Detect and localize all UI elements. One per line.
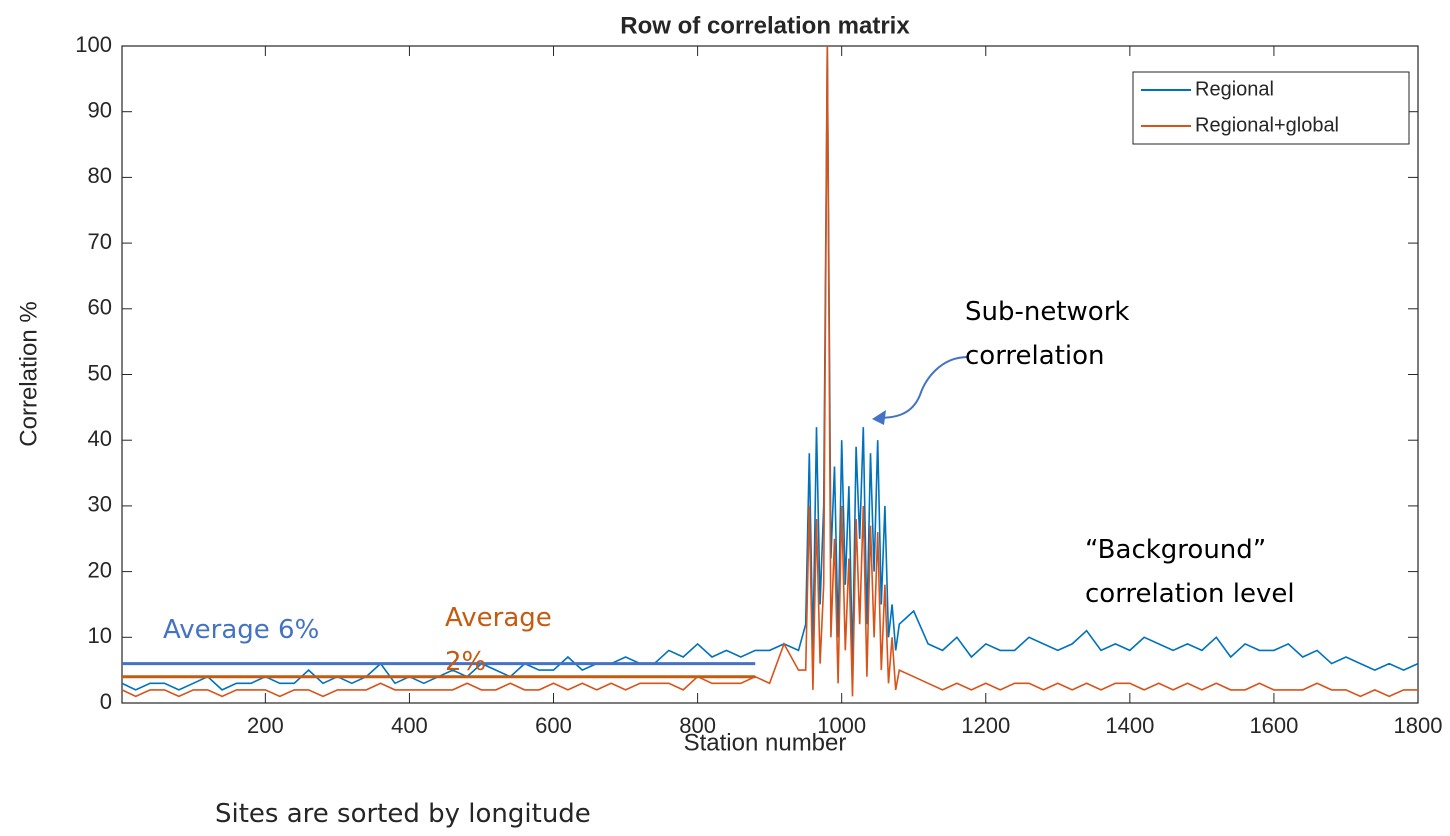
x-tick-label: 600 bbox=[535, 713, 572, 738]
x-axis-label: Station number bbox=[684, 729, 847, 756]
x-tick-label: 1600 bbox=[1249, 713, 1298, 738]
annotation: correlation bbox=[965, 341, 1105, 371]
y-tick-label: 60 bbox=[88, 295, 112, 320]
y-tick-label: 90 bbox=[88, 98, 112, 123]
y-tick-label: 0 bbox=[100, 689, 112, 714]
annotation: Sub-network bbox=[965, 297, 1129, 327]
arrow-head bbox=[872, 410, 886, 425]
annotation: 2% bbox=[445, 647, 486, 677]
annotation: Average bbox=[445, 603, 552, 633]
x-tick-label: 800 bbox=[679, 713, 716, 738]
x-tick-label: 1000 bbox=[817, 713, 866, 738]
x-tick-label: 1200 bbox=[961, 713, 1010, 738]
y-tick-label: 30 bbox=[88, 492, 112, 517]
footnote: Sites are sorted by longitude bbox=[215, 799, 591, 829]
legend-box bbox=[1132, 71, 1410, 145]
x-tick-label: 1400 bbox=[1105, 713, 1154, 738]
annotation: correlation level bbox=[1085, 579, 1295, 609]
series-line bbox=[121, 45, 1418, 698]
y-tick-label: 50 bbox=[88, 360, 112, 385]
y-tick-label: 20 bbox=[88, 557, 112, 582]
y-axis-label: Correlation % bbox=[15, 301, 42, 446]
x-tick-label: 400 bbox=[391, 713, 428, 738]
y-tick-label: 80 bbox=[88, 163, 112, 188]
y-tick-label: 100 bbox=[75, 32, 112, 57]
y-tick-label: 10 bbox=[88, 623, 112, 648]
annotation-arrow bbox=[877, 356, 969, 419]
x-tick-label: 200 bbox=[247, 713, 284, 738]
legend-label: Regional bbox=[1195, 78, 1274, 100]
chart-title: Row of correlation matrix bbox=[620, 12, 910, 39]
x-tick-label: 1800 bbox=[1394, 713, 1443, 738]
legend-label: Regional+global bbox=[1195, 114, 1339, 136]
y-tick-label: 40 bbox=[88, 426, 112, 451]
annotation: Average 6% bbox=[163, 615, 319, 645]
y-tick-label: 70 bbox=[88, 229, 112, 254]
annotation: “Background” bbox=[1085, 535, 1266, 565]
